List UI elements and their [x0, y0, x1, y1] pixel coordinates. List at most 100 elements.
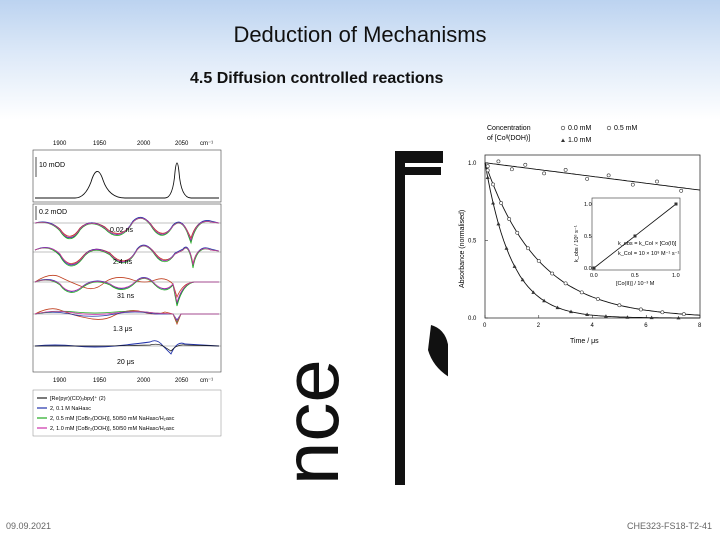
bracket-glyph	[428, 325, 448, 377]
inset-y-tick: 0.0	[584, 266, 592, 272]
data-point	[504, 246, 509, 250]
data-point	[638, 307, 643, 312]
inset-y-label: k_obs / 10⁶ s⁻¹	[573, 225, 580, 262]
data-point	[630, 182, 635, 187]
data-point	[625, 315, 630, 319]
data-point	[603, 314, 608, 318]
bottom-tick: 1950	[93, 378, 107, 384]
data-point	[563, 168, 568, 172]
ir-spectra-figure: 1900 1950 2000 2050 cm⁻¹ 10 mOD 0.2 mOD …	[32, 141, 222, 437]
data-point	[509, 167, 514, 172]
legend-entry: 2, 0.5 mM [CoBr₂(DOH)], 50/50 mM NaHasc/…	[50, 416, 175, 422]
legend-entry: 2, 1.0 mM [CoBr₂(DOH)], 50/50 mM NaHasc/…	[50, 426, 175, 432]
legend-entry: 2, 0.1 M NaHasc	[50, 406, 91, 412]
data-point	[595, 297, 600, 301]
data-point	[485, 168, 490, 173]
legend-entry: [Re(pyr)(CO)₃bpy]⁺ (2)	[50, 395, 106, 402]
data-point	[681, 312, 686, 317]
data-point	[485, 175, 490, 180]
slide-title: Deduction of Mechanisms	[233, 22, 487, 47]
scale-label-1: 10 mOD	[39, 162, 65, 169]
horizontal-bar	[395, 151, 443, 163]
data-point	[585, 312, 590, 317]
top-tick: 1900	[53, 141, 67, 147]
data-point	[660, 310, 665, 315]
inset-x-tick: 1.0	[672, 273, 680, 279]
data-point	[491, 182, 495, 187]
data-point	[499, 201, 504, 205]
data-point	[523, 162, 528, 167]
y-tick-label: 0.0	[468, 316, 477, 322]
data-point	[649, 315, 654, 320]
bottom-tick: cm⁻¹	[200, 378, 213, 384]
delay-label: 2.4 ns	[113, 259, 133, 266]
data-point	[550, 271, 555, 276]
data-point	[617, 303, 622, 308]
inset-x-tick: 0.0	[590, 273, 598, 279]
rotated-glyph-graphic: nce	[283, 151, 448, 485]
vertical-bar	[395, 155, 405, 485]
data-point	[542, 298, 547, 303]
data-point	[585, 176, 590, 181]
data-point	[555, 305, 560, 310]
footer-date: 09.09.2021	[6, 521, 52, 531]
data-point	[485, 164, 490, 169]
data-point	[679, 188, 684, 193]
inset-y-tick: 0.5	[584, 234, 592, 240]
data-point	[496, 159, 501, 164]
delay-label: 0.02 ns	[110, 227, 133, 234]
data-point	[531, 290, 536, 294]
data-point	[512, 264, 517, 268]
x-tick-label: 0	[483, 323, 487, 329]
rotated-glyphs: nce	[283, 359, 355, 485]
x-tick-label: 6	[644, 323, 648, 329]
bottom-tick: 2050	[175, 378, 189, 384]
slide-subtitle: 4.5 Diffusion controlled reactions	[190, 70, 444, 87]
x-tick-label: 2	[537, 323, 541, 329]
data-point	[507, 217, 512, 221]
y-tick-label: 1.0	[468, 161, 477, 167]
x-tick-label: 4	[591, 323, 595, 329]
data-point	[491, 200, 496, 205]
inset-x-label: [Co(II)] / 10⁻³ M	[616, 281, 655, 287]
data-point	[515, 230, 520, 235]
inset-data-point	[633, 234, 637, 238]
data-point	[606, 173, 611, 178]
data-point	[526, 246, 530, 251]
legend-marker-circle	[560, 125, 566, 131]
legend-item: 1.0 mM	[568, 137, 592, 144]
inset-x-tick: 0.5	[631, 273, 639, 279]
top-tick: 2000	[137, 141, 151, 147]
inset-data-point	[674, 202, 678, 206]
inset-data-point	[592, 266, 596, 270]
data-point	[579, 290, 584, 295]
delay-label: 20 μs	[117, 359, 135, 366]
legend-title: Concentration	[487, 125, 531, 132]
fit-line-0mM	[484, 162, 701, 191]
data-point	[563, 281, 568, 286]
inset-equation: k_obs = k_CoI × [Co(II)]	[618, 241, 677, 247]
legend-marker-circle	[606, 125, 612, 131]
data-point	[569, 309, 573, 314]
fit-line-1mM	[484, 162, 700, 319]
difference-spectra-panel	[32, 203, 222, 373]
delay-label: 1.3 μs	[113, 326, 133, 333]
delay-label: 31 ns	[117, 293, 135, 300]
legend-marker-triangle	[561, 138, 565, 142]
ground-state-spectrum	[35, 162, 219, 199]
bottom-tick: 1900	[53, 378, 67, 384]
ground-state-panel	[32, 149, 222, 203]
y-axis-label: Absorbance (normalised)	[459, 210, 466, 288]
bottom-tick: 2000	[137, 378, 151, 384]
data-point	[542, 171, 547, 176]
y-tick-label: 0.5	[468, 238, 477, 244]
inset-y-tick: 1.0	[584, 202, 592, 208]
legend-title: of [Coᴵᴵ(DOH)]	[487, 135, 530, 142]
top-tick: 1950	[93, 141, 107, 147]
footer-code: CHE323-FS18-T2-41	[626, 521, 712, 531]
legend-item: 0.0 mM	[568, 125, 592, 132]
top-tick: cm⁻¹	[200, 141, 213, 147]
spectra-legend	[32, 389, 222, 437]
legend-item: 0.5 mM	[614, 125, 638, 132]
scale-label-2: 0.2 mOD	[39, 209, 67, 216]
